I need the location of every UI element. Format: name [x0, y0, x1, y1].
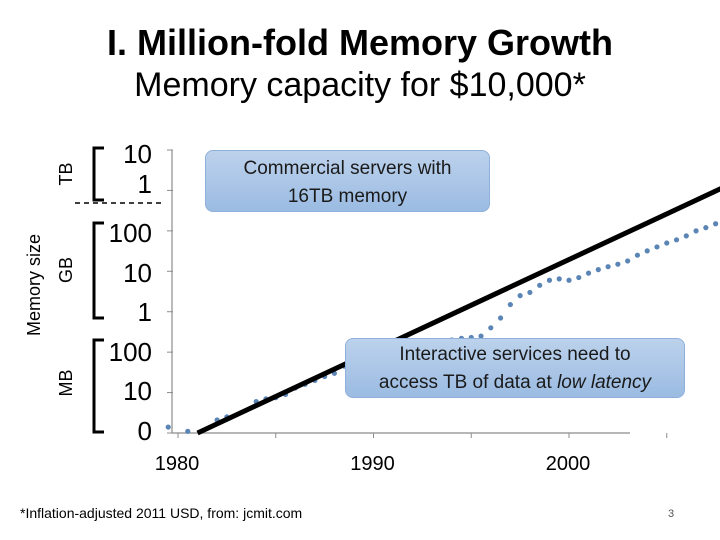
y-tick-label: 0 [138, 416, 152, 446]
y-tick-label: 100 [109, 218, 152, 248]
data-point [644, 248, 650, 254]
data-point [556, 276, 562, 282]
y-tick-label: 100 [109, 337, 152, 367]
data-point [537, 282, 543, 288]
slide-title: I. Million-fold Memory Growth [107, 22, 613, 63]
footnote: *Inflation-adjusted 2011 USD, from: jcmi… [20, 505, 303, 521]
unit-bracket [92, 338, 104, 434]
data-point [546, 277, 553, 283]
slide-title-block: I. Million-fold Memory Growth Memory cap… [0, 22, 720, 106]
x-tick-label: 2000 [546, 453, 591, 475]
unit-bracket [92, 221, 104, 320]
data-point [185, 428, 191, 434]
data-point [576, 274, 582, 281]
unit-label-tb: TB [56, 162, 76, 185]
data-point [488, 325, 494, 331]
callout-interactive-line2: access TB of data at low latency [346, 369, 684, 397]
data-point [605, 264, 611, 270]
unit-bracket [92, 146, 104, 202]
callout-servers-line2: 16TB memory [287, 186, 408, 207]
slide-subtitle: Memory capacity for $10,000* [134, 66, 586, 104]
callout-interactive-emphasis: low latency [557, 372, 652, 393]
data-point [507, 301, 513, 308]
data-point [566, 277, 572, 283]
data-point [615, 261, 621, 267]
data-point [713, 221, 719, 227]
page-number: 3 [668, 508, 675, 520]
y-tick-label: 1 [138, 297, 152, 327]
y-tick-label: 10 [123, 258, 152, 288]
callout-interactive-line1: Interactive services need to [399, 344, 631, 365]
data-point [595, 267, 601, 273]
unit-label-gb: GB [56, 257, 76, 283]
data-point [693, 228, 699, 234]
data-point [478, 333, 484, 339]
data-point [664, 240, 670, 246]
data-point [673, 237, 680, 243]
y-tick-label: 1 [138, 169, 152, 199]
data-point [703, 225, 709, 231]
callout-interactive-line2-prefix: access TB of data at [378, 372, 558, 393]
y-tick-label: 10 [123, 376, 152, 406]
unit-label-mb: MB [56, 370, 76, 397]
data-point [683, 233, 689, 239]
data-point [634, 252, 641, 258]
x-tick-label: 1990 [350, 453, 395, 475]
data-point [497, 315, 504, 321]
data-point [585, 270, 592, 276]
callout-servers-line1: Commercial servers with [243, 158, 452, 179]
data-point [625, 258, 631, 264]
data-point [527, 289, 533, 296]
y-axis-title: Memory size [24, 234, 44, 336]
x-tick-label: 1980 [155, 453, 200, 475]
callout-commercial-servers: Commercial servers with 16TB memory [205, 150, 490, 212]
data-point [165, 424, 171, 430]
callout-interactive-services: Interactive services need to access TB o… [345, 338, 685, 398]
data-point [517, 293, 523, 299]
y-tick-label: 10 [123, 139, 152, 169]
trend-arrow-shaft [196, 186, 720, 436]
data-point [654, 244, 660, 250]
